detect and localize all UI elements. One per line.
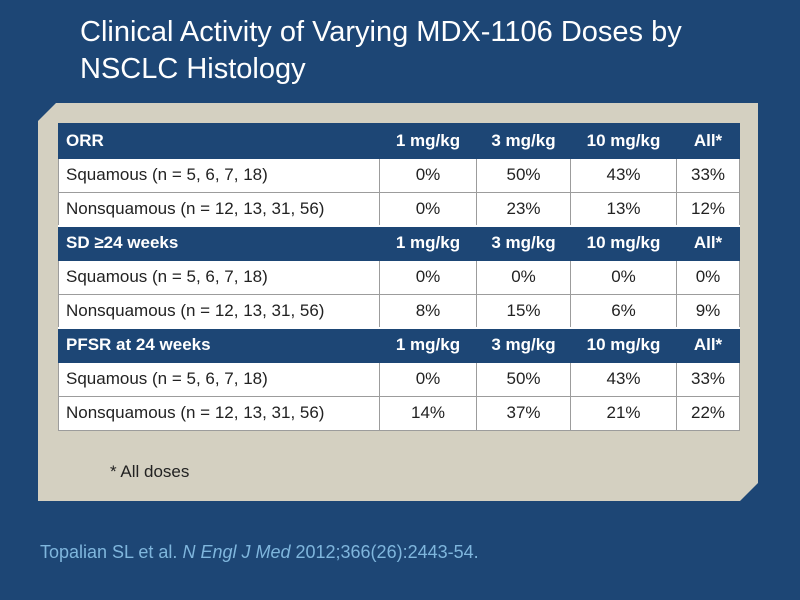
- table-cell: 6%: [570, 293, 677, 329]
- column-header: 10 mg/kg: [570, 327, 677, 363]
- table-cell: 43%: [570, 157, 677, 193]
- table-cell: 33%: [676, 157, 740, 193]
- table-cell: 43%: [570, 361, 677, 397]
- section-header: SD ≥24 weeks: [58, 225, 380, 261]
- table-cell: 8%: [379, 293, 477, 329]
- column-header: 1 mg/kg: [379, 327, 477, 363]
- results-table: ORR 1 mg/kg 3 mg/kg 10 mg/kg All* Squamo…: [58, 123, 740, 431]
- table-cell: 0%: [379, 259, 477, 295]
- section-header-row: ORR 1 mg/kg 3 mg/kg 10 mg/kg All*: [58, 123, 740, 159]
- table-row: Nonsquamous (n = 12, 13, 31, 56) 14% 37%…: [58, 395, 740, 431]
- table-cell: 50%: [476, 157, 571, 193]
- table-cell: 14%: [379, 395, 477, 431]
- column-header: All*: [676, 123, 740, 159]
- column-header: 1 mg/kg: [379, 225, 477, 261]
- column-header: All*: [676, 225, 740, 261]
- section-header: ORR: [58, 123, 380, 159]
- table-cell: 9%: [676, 293, 740, 329]
- table-cell: 0%: [379, 191, 477, 227]
- table-cell: 12%: [676, 191, 740, 227]
- section-header-row: SD ≥24 weeks 1 mg/kg 3 mg/kg 10 mg/kg Al…: [58, 225, 740, 261]
- row-label: Nonsquamous (n = 12, 13, 31, 56): [58, 191, 380, 227]
- table-cell: 23%: [476, 191, 571, 227]
- column-header: All*: [676, 327, 740, 363]
- footnote: * All doses: [110, 462, 190, 481]
- row-label: Squamous (n = 5, 6, 7, 18): [58, 259, 380, 295]
- row-label: Nonsquamous (n = 12, 13, 31, 56): [58, 395, 380, 431]
- table-cell: 0%: [476, 259, 571, 295]
- table-cell: 0%: [379, 361, 477, 397]
- table-row: Squamous (n = 5, 6, 7, 18) 0% 0% 0% 0%: [58, 259, 740, 295]
- row-label: Squamous (n = 5, 6, 7, 18): [58, 157, 380, 193]
- row-label: Nonsquamous (n = 12, 13, 31, 56): [58, 293, 380, 329]
- row-label: Squamous (n = 5, 6, 7, 18): [58, 361, 380, 397]
- column-header: 3 mg/kg: [476, 123, 571, 159]
- table-cell: 33%: [676, 361, 740, 397]
- citation-authors: Topalian SL et al.: [40, 542, 183, 562]
- table-cell: 13%: [570, 191, 677, 227]
- table-row: Squamous (n = 5, 6, 7, 18) 0% 50% 43% 33…: [58, 361, 740, 397]
- column-header: 10 mg/kg: [570, 225, 677, 261]
- table-cell: 0%: [379, 157, 477, 193]
- table-cell: 15%: [476, 293, 571, 329]
- table-row: Nonsquamous (n = 12, 13, 31, 56) 0% 23% …: [58, 191, 740, 227]
- citation-journal: N Engl J Med: [182, 542, 291, 562]
- column-header: 10 mg/kg: [570, 123, 677, 159]
- table-cell: 0%: [676, 259, 740, 295]
- citation: Topalian SL et al. N Engl J Med 2012;366…: [40, 542, 479, 563]
- table-row: Nonsquamous (n = 12, 13, 31, 56) 8% 15% …: [58, 293, 740, 329]
- table-cell: 50%: [476, 361, 571, 397]
- column-header: 1 mg/kg: [379, 123, 477, 159]
- column-header: 3 mg/kg: [476, 225, 571, 261]
- table-cell: 37%: [476, 395, 571, 431]
- table-cell: 21%: [570, 395, 677, 431]
- table-cell: 0%: [570, 259, 677, 295]
- section-header: PFSR at 24 weeks: [58, 327, 380, 363]
- table-row: Squamous (n = 5, 6, 7, 18) 0% 50% 43% 33…: [58, 157, 740, 193]
- slide-title: Clinical Activity of Varying MDX-1106 Do…: [80, 16, 682, 85]
- citation-details: 2012;366(26):2443-54.: [290, 542, 479, 562]
- table-cell: 22%: [676, 395, 740, 431]
- section-header-row: PFSR at 24 weeks 1 mg/kg 3 mg/kg 10 mg/k…: [58, 327, 740, 363]
- column-header: 3 mg/kg: [476, 327, 571, 363]
